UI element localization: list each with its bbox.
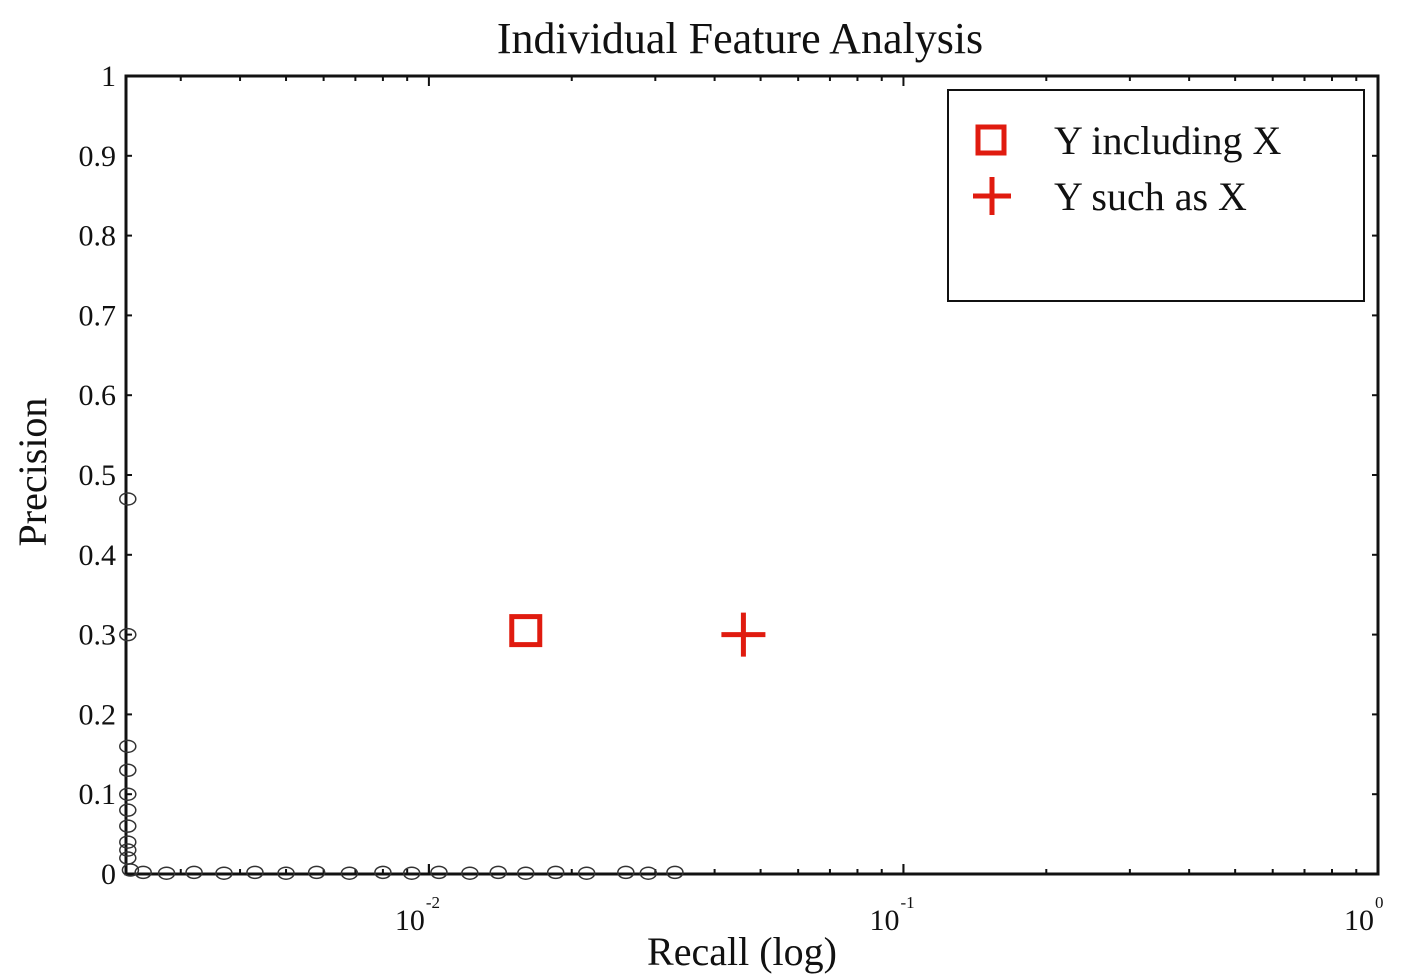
y-tick-label: 0.6: [79, 379, 117, 412]
legend: Y including X Y such as X: [947, 89, 1365, 302]
point-circle: [157, 866, 176, 880]
y-tick-label: 0.1: [79, 778, 117, 811]
point-circle: [461, 866, 479, 880]
y-axis-label: Precision: [10, 398, 55, 547]
point-circle: [119, 819, 137, 833]
point-circle: [134, 865, 152, 880]
point-circle: [546, 865, 565, 880]
point-circle: [517, 866, 535, 880]
point-circle: [246, 865, 264, 880]
point-circle: [489, 865, 507, 880]
x-tick-exponent: 0: [1375, 893, 1384, 912]
point-circle: [374, 865, 392, 880]
y-tick-label: 0.3: [79, 619, 117, 652]
point-circle: [577, 866, 596, 880]
y-tick-label: 0.2: [79, 698, 117, 731]
point-circle: [119, 763, 137, 778]
point-circle: [119, 739, 137, 754]
legend-label: Y including X: [1054, 118, 1281, 163]
data-points: [119, 492, 766, 880]
chart-title: Individual Feature Analysis: [497, 14, 983, 63]
point-circle: [119, 492, 137, 506]
point-circle: [430, 865, 448, 880]
point-circle: [119, 627, 137, 642]
y-tick-label: 1: [101, 60, 116, 93]
y-tick-label: 0.7: [79, 299, 117, 332]
point-circle: [277, 866, 295, 880]
point-circle: [215, 866, 233, 880]
point-circle: [119, 787, 137, 801]
y-tick-label: 0.9: [79, 140, 117, 173]
y-tick-label: 0.8: [79, 220, 117, 253]
legend-label: Y such as X: [1054, 174, 1247, 219]
point-circle: [307, 865, 326, 880]
point-circle: [119, 835, 137, 849]
x-tick-base: 10: [869, 904, 899, 937]
legend-box: [947, 89, 1365, 302]
legend-marker-plus: [973, 177, 1011, 215]
point-circle: [185, 865, 203, 880]
point-circle: [121, 863, 140, 877]
point-circle: [119, 803, 137, 817]
y-tick-label: 0: [101, 858, 116, 891]
point-plus: [721, 612, 766, 657]
point-circle: [639, 866, 658, 880]
point-circle: [340, 866, 359, 880]
y-tick-label: 0.5: [79, 459, 117, 492]
y-tick-label: 0.4: [79, 539, 117, 572]
point-circle: [617, 865, 635, 880]
legend-marker-square: [975, 124, 1007, 156]
x-tick-base: 10: [1344, 904, 1374, 937]
point-circle: [119, 843, 137, 857]
point-circle: [402, 866, 421, 880]
x-tick-exponent: -2: [426, 893, 440, 912]
y-axis: 0 0.1 0.2 0.3 0.4 0.5 0.6 0.7 0.8 0.9 1: [79, 60, 1378, 891]
point-square: [509, 614, 543, 648]
x-tick-exponent: -1: [900, 893, 914, 912]
x-tick-base: 10: [395, 904, 425, 937]
point-circle: [666, 865, 684, 880]
x-axis-label: Recall (log): [647, 929, 837, 974]
